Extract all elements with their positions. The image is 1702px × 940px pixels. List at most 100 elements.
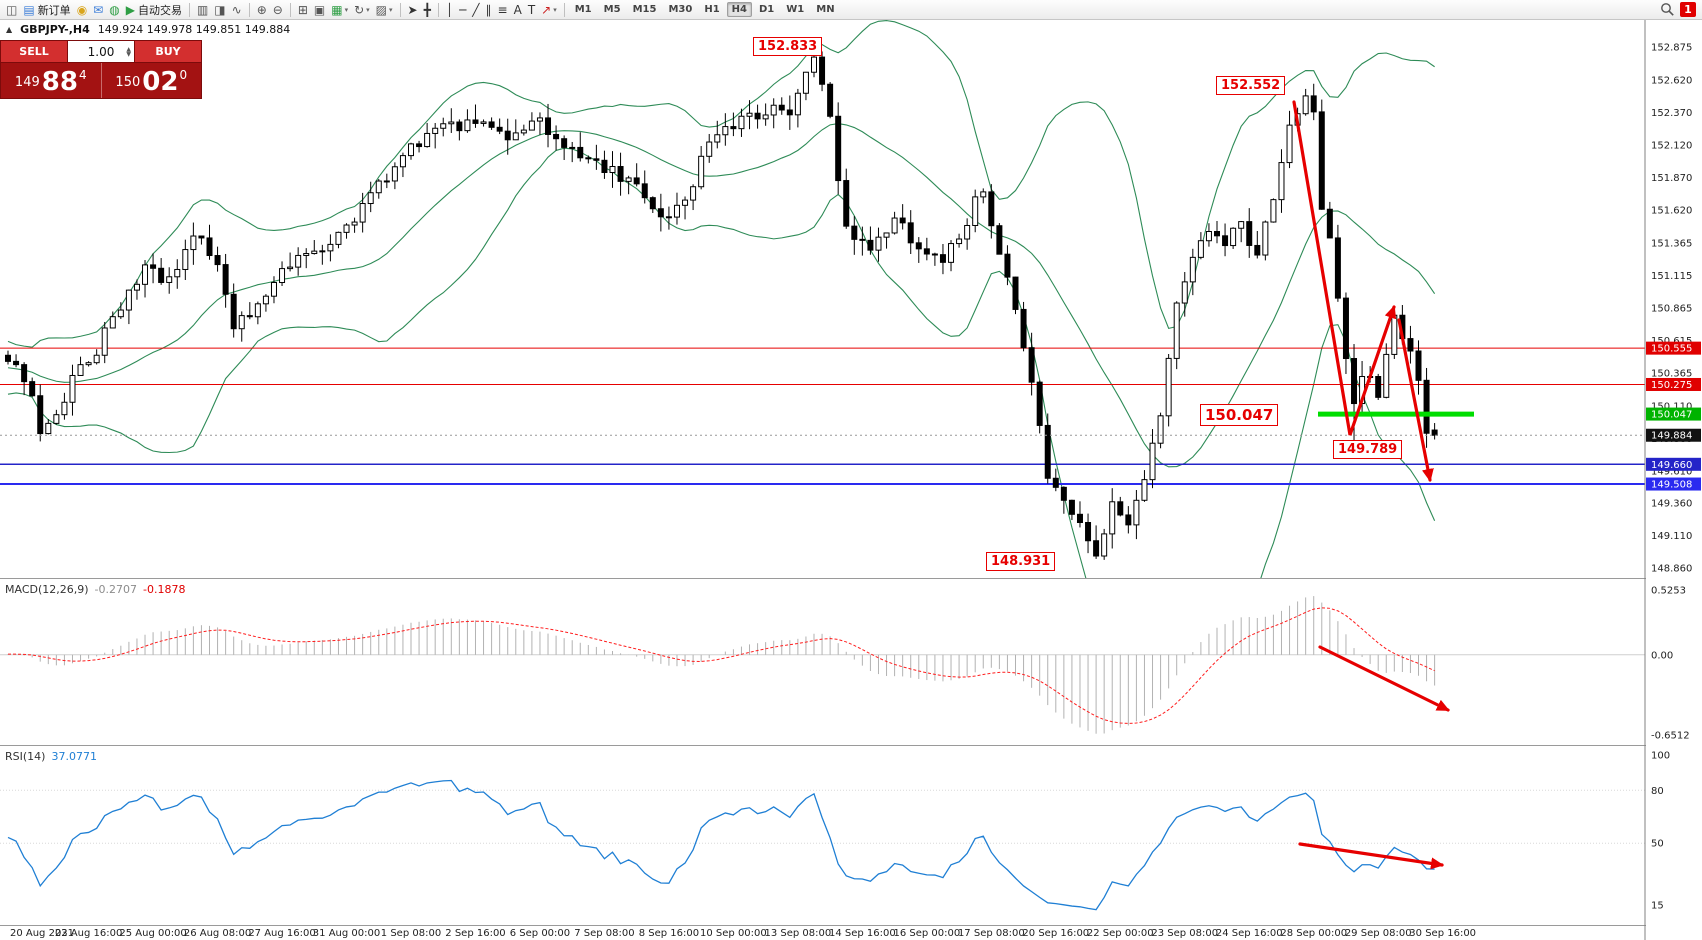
one-click-trading-panel: SELL 1.00 ▲ ▼ BUY 149 88 4 150 02 0	[0, 40, 202, 99]
text-icon: A	[513, 2, 522, 17]
label-button[interactable]: T	[525, 1, 538, 19]
finance-button[interactable]: ◉	[74, 1, 90, 19]
chevron-down-icon[interactable]: ▾	[553, 5, 557, 14]
bollinger-bands	[7, 20, 1436, 578]
price-annotation[interactable]: 152.833	[753, 37, 823, 56]
stepper-down-icon[interactable]: ▼	[126, 50, 131, 58]
price-annotation[interactable]: 150.047	[1200, 404, 1279, 426]
svg-text:22 Sep 00:00: 22 Sep 00:00	[1087, 928, 1154, 939]
ohlc-values: 149.924 149.978 149.851 149.884	[97, 23, 291, 36]
price-level-badge	[1646, 407, 1701, 421]
search-button[interactable]	[1660, 2, 1675, 17]
svg-text:14 Sep 16:00: 14 Sep 16:00	[829, 928, 896, 939]
trade-prices-row: 149 88 4 150 02 0	[1, 63, 201, 98]
zoom-out-button[interactable]: ⊖	[270, 1, 286, 19]
price-axis[interactable]: 152.875 152.620 152.370 152.120 151.870 151.6…	[1646, 43, 1701, 575]
snapshot-icon: ▨	[375, 2, 388, 17]
horizontal-line-icon: ─	[459, 2, 467, 17]
sell-price[interactable]: 149 88 4	[1, 63, 102, 98]
fibonacci-button[interactable]: ≡	[495, 1, 511, 19]
timeframe-d1[interactable]: D1	[758, 4, 775, 15]
price-annotation[interactable]: 148.931	[986, 552, 1056, 571]
svg-text:149.360: 149.360	[1651, 499, 1692, 510]
svg-text:24 Sep 16:00: 24 Sep 16:00	[1216, 928, 1283, 939]
cursor-button[interactable]: ➤	[405, 1, 421, 19]
horizontal-line-button[interactable]: ─	[456, 1, 469, 19]
svg-text:29 Sep 08:00: 29 Sep 08:00	[1345, 928, 1412, 939]
trend-arrows	[1292, 100, 1450, 870]
line-chart-button[interactable]: ∿	[229, 1, 245, 19]
chat-button[interactable]: ✉	[90, 1, 106, 19]
svg-text:-0.6512: -0.6512	[1651, 731, 1690, 742]
timeframe-m1[interactable]: M1	[574, 4, 592, 15]
buy-price[interactable]: 150 02 0	[102, 63, 202, 98]
price-level-badge	[1646, 457, 1701, 471]
web-button[interactable]: ◍	[106, 1, 122, 19]
rsi-label: RSI(14) 37.0771	[5, 750, 97, 763]
price-annotation[interactable]: 149.789	[1333, 440, 1403, 459]
timeframe-w1[interactable]: W1	[786, 4, 805, 15]
new-chart-button[interactable]: ▦ ▾	[328, 1, 351, 19]
svg-text:16 Sep 00:00: 16 Sep 00:00	[893, 928, 960, 939]
volume-stepper[interactable]: ▲ ▼	[126, 45, 131, 58]
volume-value[interactable]: 1.00	[87, 44, 115, 59]
stepper-up-icon[interactable]: ▲	[126, 45, 131, 53]
svg-text:2 Sep 16:00: 2 Sep 16:00	[445, 928, 505, 939]
symbol-title: GBPJPY-,H4	[20, 23, 90, 36]
buy-button[interactable]: BUY	[134, 41, 201, 62]
buy-price-integer: 150	[115, 75, 141, 90]
timeframe-mn[interactable]: MN	[816, 4, 835, 15]
arrange-windows-button[interactable]: ▣	[311, 1, 328, 19]
rsi-arrow[interactable]	[1298, 842, 1444, 870]
trend-zigzag-arrow[interactable]	[1292, 100, 1397, 436]
sell-button[interactable]: SELL	[1, 41, 68, 62]
svg-text:151.620: 151.620	[1651, 205, 1692, 216]
timeframe-h4[interactable]: H4	[726, 2, 752, 17]
rsi-value: 37.0771	[51, 750, 97, 763]
toolbar-separator	[437, 2, 439, 17]
search-icon	[1661, 3, 1674, 16]
chart-window-button[interactable]: ◫	[3, 1, 20, 19]
autotrading-button[interactable]: ▶ 自动交易	[123, 1, 185, 19]
cycle-button[interactable]: ↻ ▾	[351, 1, 373, 19]
chevron-down-icon[interactable]: ▾	[366, 5, 370, 14]
svg-text:30 Sep 16:00: 30 Sep 16:00	[1409, 928, 1476, 939]
svg-text:13 Sep 08:00: 13 Sep 08:00	[765, 928, 832, 939]
snapshot-button[interactable]: ▨ ▾	[373, 1, 396, 19]
toolbar-separator	[248, 2, 250, 17]
new-order-button[interactable]: ▤ 新订单	[20, 1, 73, 19]
svg-text:148.860: 148.860	[1651, 564, 1692, 575]
svg-text:152.875: 152.875	[1651, 43, 1692, 54]
crosshair-button[interactable]: ╋	[421, 1, 434, 19]
buy-price-pips: 02	[142, 67, 179, 97]
vertical-line-button[interactable]: │	[443, 1, 456, 19]
svg-text:0.00: 0.00	[1651, 650, 1673, 661]
channel-button[interactable]: ∥	[483, 1, 495, 19]
tile-windows-button[interactable]: ⊞	[295, 1, 311, 19]
chevron-down-icon[interactable]: ▾	[344, 5, 349, 14]
timeframe-m15[interactable]: M15	[632, 4, 657, 15]
channel-icon: ∥	[485, 2, 492, 17]
timeframe-m30[interactable]: M30	[668, 4, 693, 15]
candlestick-chart-button[interactable]: ◨	[211, 1, 228, 19]
macd-arrow[interactable]	[1318, 645, 1450, 712]
volume-field[interactable]: 1.00 ▲ ▼	[68, 41, 134, 62]
timeframe-m5[interactable]: M5	[603, 4, 621, 15]
chevron-down-icon[interactable]: ▾	[389, 5, 393, 14]
timeframe-h1[interactable]: H1	[704, 4, 720, 15]
bar-chart-button[interactable]: ▥	[194, 1, 211, 19]
text-button[interactable]: A	[511, 1, 525, 19]
zoom-in-button[interactable]: ⊕	[254, 1, 270, 19]
notification-badge[interactable]: 1	[1680, 2, 1696, 17]
collapse-panel-icon[interactable]: ▲	[6, 25, 13, 34]
new-chart-icon: ▦	[331, 2, 343, 17]
price-annotation[interactable]: 152.552	[1216, 76, 1286, 95]
svg-text:149.884: 149.884	[1651, 431, 1692, 442]
svg-text:23 Sep 08:00: 23 Sep 08:00	[1151, 928, 1218, 939]
rsi-line	[7, 779, 1435, 911]
arrows-button[interactable]: ↗ ▾	[538, 1, 560, 19]
trendline-button[interactable]: ╱	[469, 1, 482, 19]
trend-arrow-down[interactable]	[1397, 318, 1434, 482]
